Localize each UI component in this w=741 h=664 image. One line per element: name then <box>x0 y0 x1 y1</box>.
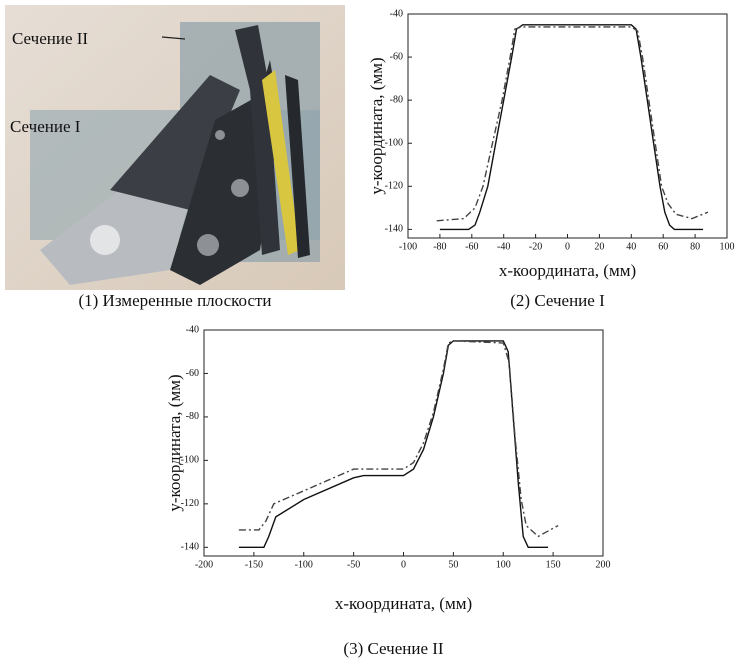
y-axis-label: y-координата, (мм) <box>367 57 386 194</box>
x-tick-label: 20 <box>594 241 604 252</box>
plot-frame <box>408 14 727 238</box>
plot-frame <box>204 330 603 556</box>
y-tick-label: -140 <box>385 224 403 235</box>
page: Сечение II Сечение I (1) Измеренные плос… <box>0 0 741 664</box>
y-tick-label: -100 <box>385 138 403 149</box>
x-tick-label: 100 <box>496 559 511 570</box>
x-tick-label: -20 <box>529 241 542 252</box>
figure: Сечение II Сечение I (1) Измеренные плос… <box>0 0 741 664</box>
x-tick-label: 0 <box>565 241 570 252</box>
caption: (2) Сечение I <box>510 291 605 310</box>
series-line <box>239 341 558 537</box>
y-tick-label: -40 <box>390 8 403 19</box>
x-tick-label: 80 <box>690 241 700 252</box>
photo-label: Сечение I <box>10 117 81 136</box>
x-tick-label: -100 <box>399 241 417 252</box>
y-tick-label: -80 <box>390 94 403 105</box>
x-tick-label: -150 <box>245 559 263 570</box>
x-axis-label: x-координата, (мм) <box>499 261 636 280</box>
x-tick-label: -200 <box>195 559 213 570</box>
chart: -100 -80 -60 -40 -20 0 20 40 60 80 100 -140 -120 -100… <box>367 8 735 310</box>
y-tick-label: -60 <box>390 51 403 62</box>
x-tick-label: 100 <box>720 241 735 252</box>
x-tick-label: 60 <box>658 241 668 252</box>
x-tick-label: 0 <box>401 559 406 570</box>
y-tick-label: -140 <box>181 542 199 553</box>
x-tick-label: -40 <box>497 241 510 252</box>
caption: (1) Измеренные плоскости <box>78 291 271 310</box>
x-tick-label: -100 <box>295 559 313 570</box>
photo-label: Сечение II <box>12 29 88 48</box>
x-tick-label: 150 <box>546 559 561 570</box>
x-tick-label: -80 <box>433 241 446 252</box>
y-tick-label: -120 <box>385 181 403 192</box>
x-axis-label: x-координата, (мм) <box>335 594 472 613</box>
y-axis-label: y-координата, (мм) <box>165 374 184 511</box>
photo: Сечение II Сечение I (1) Измеренные плос… <box>5 5 345 310</box>
y-tick-label: -40 <box>186 324 199 335</box>
x-tick-label: 200 <box>596 559 611 570</box>
y-tick-label: -80 <box>186 411 199 422</box>
x-tick-label: -50 <box>347 559 360 570</box>
x-tick-label: -60 <box>465 241 478 252</box>
y-tick-label: -60 <box>186 368 199 379</box>
caption: (3) Сечение II <box>343 639 443 658</box>
series-line <box>440 25 703 230</box>
series-line <box>437 27 708 221</box>
x-tick-label: 50 <box>448 559 458 570</box>
x-tick-label: 40 <box>626 241 636 252</box>
series-line <box>239 341 548 547</box>
